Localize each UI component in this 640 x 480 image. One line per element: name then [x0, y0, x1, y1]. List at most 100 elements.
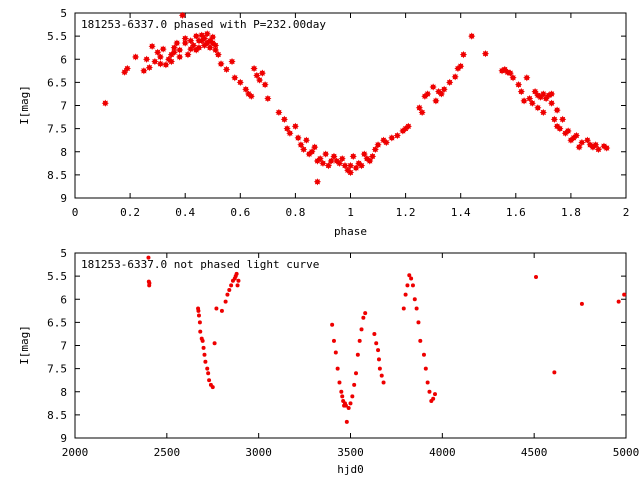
data-point — [343, 403, 348, 408]
data-point — [207, 378, 212, 383]
data-point — [261, 81, 269, 89]
data-point — [592, 141, 600, 149]
data-point — [354, 371, 359, 376]
data-point — [401, 306, 406, 311]
data-point — [374, 141, 382, 149]
data-point — [291, 122, 299, 130]
plot-frame — [74, 252, 627, 439]
data-point — [346, 162, 355, 170]
y-tick-label: 7.5 — [47, 123, 67, 136]
data-point — [517, 88, 525, 96]
data-point — [405, 283, 410, 288]
data-point — [176, 53, 184, 61]
data-point — [132, 53, 140, 61]
data-point — [202, 352, 207, 357]
data-point — [140, 67, 148, 75]
data-point — [440, 85, 448, 93]
phased-light-curve-panel: 0 0.2 0.4 0.6 0.8 1 1.2 1.4 1.6 1.8 2 5 5.5 6 6.5 7 7.5 8… — [18, 7, 629, 238]
y-tick-label: 8.5 — [47, 409, 67, 422]
data-point — [528, 99, 536, 107]
data-point — [236, 78, 244, 86]
x-tick-label: 4000 — [429, 446, 456, 459]
data-point — [253, 71, 261, 80]
data-point — [198, 329, 203, 334]
data-point — [368, 152, 377, 160]
y-tick-label: 5.5 — [47, 270, 67, 283]
data-point — [250, 64, 258, 73]
data-point — [297, 141, 305, 149]
x-tick-label: 0.4 — [175, 206, 195, 219]
data-point — [283, 125, 291, 133]
data-point — [162, 61, 170, 69]
data-point — [556, 125, 564, 133]
data-point — [327, 157, 335, 165]
data-point — [376, 357, 381, 362]
data-point — [178, 11, 187, 19]
data-point — [451, 73, 459, 81]
data-point — [247, 92, 255, 100]
data-point — [223, 299, 228, 304]
data-point — [410, 283, 415, 288]
data-point — [123, 64, 131, 73]
data-point — [523, 74, 531, 82]
x-tick-label: 2 — [623, 206, 630, 219]
data-point — [339, 389, 344, 394]
data-point — [346, 168, 355, 177]
data-point — [322, 150, 330, 158]
data-point — [211, 41, 220, 49]
data-point — [330, 152, 338, 160]
chart-title: 181253-6337.0 phased with P=232.00day — [81, 18, 326, 31]
data-point — [348, 401, 353, 406]
y-tick-label: 6 — [60, 53, 67, 66]
data-point — [534, 275, 539, 280]
data-point — [352, 164, 360, 172]
x-tick-label: 0.6 — [230, 206, 250, 219]
y-tick-label: 6.5 — [47, 316, 67, 329]
data-point — [335, 366, 340, 371]
data-point — [200, 338, 205, 343]
data-point — [603, 144, 611, 152]
data-point — [308, 148, 316, 156]
data-point — [553, 106, 561, 114]
data-point — [446, 78, 454, 86]
x-tick-label: 1.4 — [451, 206, 471, 219]
x-tick-label: 0.8 — [285, 206, 305, 219]
data-point — [146, 255, 151, 260]
y-tick-label: 6.5 — [47, 76, 67, 89]
data-point — [101, 99, 109, 107]
data-point — [234, 271, 239, 276]
data-point — [416, 320, 421, 325]
data-point — [509, 74, 517, 82]
data-point — [414, 306, 419, 311]
data-point — [176, 46, 184, 54]
y-tick-label: 5 — [60, 7, 67, 20]
x-tick-label: 0 — [72, 206, 79, 219]
data-point — [206, 371, 211, 376]
data-point — [214, 306, 219, 311]
data-point — [211, 46, 220, 54]
data-point — [222, 65, 231, 74]
data-point — [148, 42, 156, 50]
unphased-light-curve-panel: 2000 2500 3000 3500 4000 4500 5000 5 5.5 6 6.5 7 7.5… — [18, 247, 639, 476]
data-point — [359, 327, 364, 332]
data-point — [409, 276, 414, 281]
data-point — [335, 159, 344, 167]
data-point — [227, 288, 232, 292]
data-point — [151, 57, 159, 66]
data-point — [423, 366, 428, 371]
data-point — [412, 297, 417, 302]
data-point — [258, 69, 266, 77]
data-point — [361, 315, 366, 320]
data-point — [145, 63, 153, 72]
y-axis-label: I[mag] — [18, 85, 31, 125]
data-point — [228, 57, 236, 66]
data-point — [457, 62, 465, 70]
data-point — [219, 308, 224, 313]
x-tick-label: 1 — [347, 206, 354, 219]
data-point — [418, 108, 426, 117]
data-point — [217, 60, 225, 68]
data-point — [357, 162, 366, 170]
data-point — [302, 136, 311, 144]
data-point — [552, 370, 557, 375]
data-point — [357, 338, 362, 343]
